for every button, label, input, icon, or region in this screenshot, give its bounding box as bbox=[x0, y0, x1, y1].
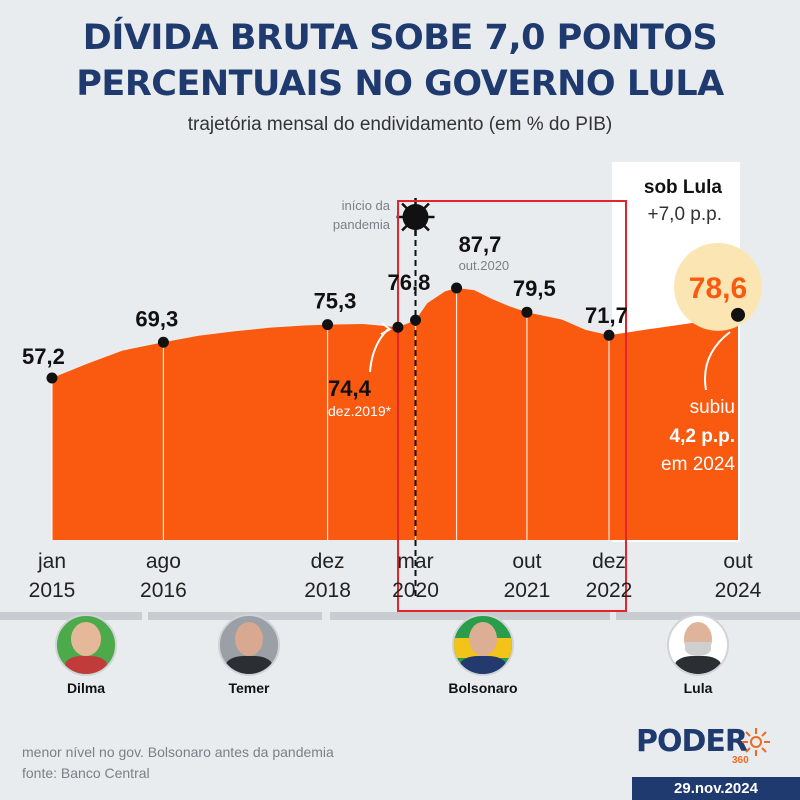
brand-suffix: 360 bbox=[732, 755, 749, 766]
temer-avatar bbox=[218, 614, 280, 676]
x-tick-month: dez bbox=[311, 550, 345, 573]
source: fonte: Banco Central bbox=[22, 765, 150, 781]
x-tick-year: 2021 bbox=[504, 579, 551, 602]
sun-icon bbox=[742, 728, 770, 756]
debt-area bbox=[52, 288, 738, 540]
callout-line: em 2024 bbox=[661, 454, 735, 475]
president-name: Temer bbox=[228, 680, 270, 696]
virus-spike bbox=[423, 224, 430, 232]
data-point bbox=[392, 321, 404, 333]
x-tick-month: out bbox=[512, 550, 541, 573]
data-point bbox=[410, 314, 422, 326]
data-note: out.2020 bbox=[459, 258, 510, 273]
data-point bbox=[322, 319, 334, 331]
data-label: 57,2 bbox=[22, 344, 65, 369]
x-tick-year: 2018 bbox=[304, 579, 351, 602]
virus-icon bbox=[402, 204, 429, 230]
brand-text: PODER bbox=[636, 724, 748, 759]
pandemic-label: pandemia bbox=[333, 217, 391, 232]
president-name: Dilma bbox=[66, 680, 106, 696]
president-lula: Lula bbox=[643, 614, 753, 696]
data-point bbox=[603, 329, 615, 341]
virus-spike bbox=[401, 224, 408, 232]
data-label: 71,7 bbox=[585, 303, 628, 328]
president-name: Bolsonaro bbox=[448, 680, 518, 696]
term-segment bbox=[0, 612, 142, 620]
data-point bbox=[451, 282, 463, 294]
president-temer: Temer bbox=[194, 614, 304, 696]
data-point bbox=[521, 306, 533, 318]
president-dilma: Dilma bbox=[31, 614, 141, 696]
x-tick-year: 2022 bbox=[586, 579, 633, 602]
lula-avatar bbox=[667, 614, 729, 676]
x-tick-month: jan bbox=[37, 550, 66, 573]
x-tick-year: 2020 bbox=[392, 579, 439, 602]
data-label: 79,5 bbox=[513, 276, 556, 301]
bolsonaro-avatar bbox=[452, 614, 514, 676]
final-callout-arrow bbox=[704, 331, 731, 391]
virus-spike bbox=[401, 202, 408, 210]
x-tick-month: dez bbox=[592, 550, 626, 573]
x-tick-year: 2016 bbox=[140, 579, 187, 602]
x-tick-year: 2024 bbox=[715, 579, 762, 602]
footnote: menor nível no gov. Bolsonaro antes da p… bbox=[22, 744, 334, 760]
highlight-box bbox=[397, 200, 627, 612]
dilma-avatar bbox=[55, 614, 117, 676]
callout-arrowhead bbox=[380, 322, 392, 336]
poder360-logo: PODER 360 bbox=[636, 724, 776, 769]
data-label: 87,7 bbox=[459, 232, 502, 257]
subtitle: trajetória mensal do endividamento (em %… bbox=[187, 114, 613, 135]
data-label: 69,3 bbox=[135, 306, 178, 331]
x-tick-year: 2015 bbox=[29, 579, 76, 602]
title-line-1: DÍVIDA BRUTA SOBE 7,0 PONTOS bbox=[82, 18, 718, 58]
data-point bbox=[731, 307, 745, 322]
president-name: Lula bbox=[683, 680, 713, 696]
data-point bbox=[157, 336, 169, 348]
president-bolsonaro: Bolsonaro bbox=[428, 614, 538, 696]
callout-line: 4,2 p.p. bbox=[670, 426, 735, 447]
data-label: 78,6 bbox=[689, 272, 747, 305]
data-label: 75,3 bbox=[314, 289, 357, 314]
data-point bbox=[46, 372, 58, 384]
x-tick-month: mar bbox=[397, 550, 433, 573]
lula-box-value: +7,0 p.p. bbox=[648, 204, 722, 225]
data-label: 74,4 bbox=[328, 376, 372, 401]
callout-line: subiu bbox=[690, 397, 735, 418]
debt-chart: início da pandemia 57,2 69,3 75,3 74,4 dez.201… bbox=[0, 162, 800, 620]
virus-spike bbox=[423, 202, 430, 210]
lula-box-title: sob Lula bbox=[644, 177, 723, 198]
data-note: dez.2019* bbox=[328, 403, 392, 419]
pandemic-label: início da bbox=[342, 198, 391, 213]
x-tick-month: ago bbox=[146, 550, 181, 573]
x-tick-month: out bbox=[723, 550, 752, 573]
data-label: 76,8 bbox=[388, 270, 431, 295]
publish-date: 29.nov.2024 bbox=[632, 777, 800, 800]
title-line-2: PERCENTUAIS NO GOVERNO LULA bbox=[76, 64, 724, 104]
